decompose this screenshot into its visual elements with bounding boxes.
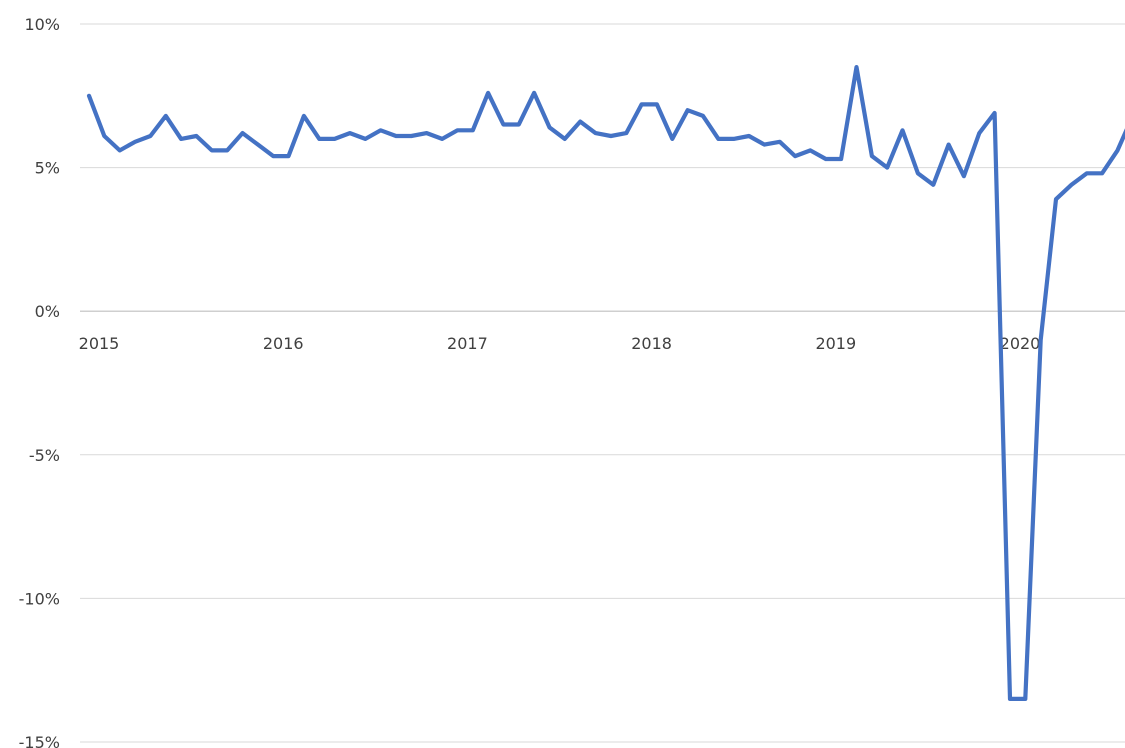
x-tick-label: 2016: [263, 334, 304, 353]
y-tick-label: -10%: [19, 589, 60, 608]
x-tick-label: 2018: [631, 334, 672, 353]
gridlines: [80, 23, 1125, 743]
series-line-0: [86, 64, 1125, 702]
x-tick-label: 2017: [447, 334, 488, 353]
y-tick-label: 10%: [24, 15, 60, 34]
x-tick-label: 2019: [815, 334, 856, 353]
y-tick-label: -15%: [19, 733, 60, 748]
x-tick-label: 2020: [1000, 334, 1041, 353]
y-tick-label: -5%: [29, 446, 60, 465]
y-axis-tick-labels: 10% 5% 0% -5% -10% -15%: [19, 15, 60, 748]
x-axis-tick-labels: 2015 2016 2017 2018 2019 2020: [79, 334, 1041, 353]
x-tick-label: 2015: [79, 334, 120, 353]
y-tick-label: 0%: [35, 302, 60, 321]
y-tick-label: 5%: [35, 159, 60, 178]
series-group: [86, 64, 1125, 702]
